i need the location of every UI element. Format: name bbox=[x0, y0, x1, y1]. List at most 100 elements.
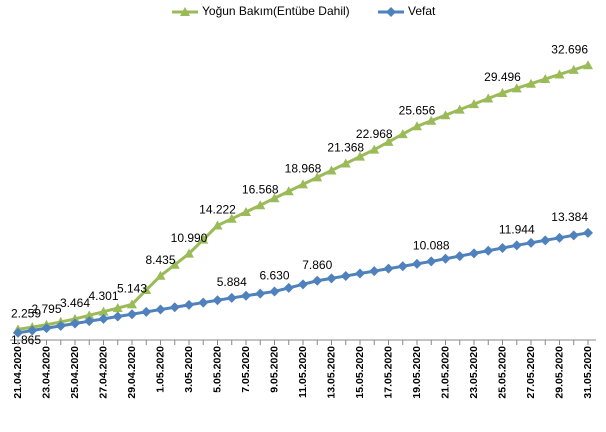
legend-marker bbox=[180, 7, 190, 16]
diamond-marker bbox=[226, 292, 237, 303]
diamond-marker bbox=[169, 302, 180, 313]
triangle-marker bbox=[511, 83, 522, 93]
triangle-marker bbox=[212, 220, 223, 230]
legend-label: Vefat bbox=[408, 4, 436, 18]
diamond-marker bbox=[511, 240, 522, 251]
diamond-marker bbox=[440, 253, 451, 264]
x-tick-label: 23.04.2020 bbox=[40, 346, 52, 399]
triangle-marker bbox=[255, 200, 266, 210]
triangle-marker bbox=[312, 172, 323, 182]
triangle-marker bbox=[568, 64, 579, 74]
data-label: 11.944 bbox=[499, 222, 535, 236]
triangle-marker bbox=[226, 213, 237, 223]
diamond-marker bbox=[255, 288, 266, 299]
diamond-marker bbox=[70, 318, 80, 329]
triangle-marker bbox=[483, 93, 494, 103]
triangle-marker bbox=[98, 306, 109, 316]
diamond-marker bbox=[112, 311, 123, 322]
diamond-marker bbox=[141, 306, 152, 317]
diamond-marker bbox=[426, 256, 437, 267]
diamond-marker bbox=[298, 279, 308, 290]
x-tick-label: 23.05.2020 bbox=[468, 346, 480, 399]
data-label: 14.222 bbox=[199, 203, 236, 217]
data-label: 8.435 bbox=[145, 253, 175, 267]
triangle-marker bbox=[70, 313, 80, 323]
diamond-marker bbox=[540, 235, 551, 246]
diamond-marker bbox=[554, 232, 565, 243]
triangle-marker bbox=[241, 207, 251, 217]
data-label: 5.884 bbox=[217, 275, 247, 289]
x-tick-label: 21.05.2020 bbox=[439, 346, 451, 399]
triangle-marker bbox=[426, 115, 437, 125]
data-label: 22.968 bbox=[356, 127, 393, 141]
diamond-marker bbox=[583, 227, 593, 238]
diamond-marker bbox=[41, 323, 52, 334]
diamond-marker bbox=[326, 273, 337, 284]
triangle-marker bbox=[298, 179, 308, 189]
data-label: 29.496 bbox=[484, 70, 521, 84]
data-label: 16.568 bbox=[242, 182, 279, 196]
triangle-marker bbox=[269, 193, 280, 203]
legend-marker bbox=[386, 7, 396, 17]
triangle-marker bbox=[583, 60, 593, 70]
triangle-marker bbox=[198, 234, 209, 244]
diamond-marker bbox=[13, 327, 23, 338]
triangle-marker bbox=[355, 151, 365, 161]
data-label: 10.088 bbox=[413, 239, 450, 253]
data-label: 2.259 bbox=[11, 307, 41, 321]
data-label: 6.630 bbox=[259, 269, 289, 283]
triangle-marker bbox=[340, 158, 351, 168]
diamond-marker bbox=[355, 268, 365, 279]
triangle-marker bbox=[127, 299, 137, 309]
x-tick-label: 25.04.2020 bbox=[69, 346, 81, 399]
data-label: 4.301 bbox=[88, 289, 118, 303]
x-tick-label: 3.05.2020 bbox=[183, 346, 195, 393]
triangle-marker bbox=[169, 259, 180, 269]
diamond-marker bbox=[84, 316, 95, 327]
diamond-marker bbox=[497, 243, 508, 254]
diamond-marker bbox=[568, 230, 579, 241]
diamond-marker bbox=[98, 313, 109, 324]
triangle-marker bbox=[497, 87, 508, 97]
diamond-marker bbox=[283, 282, 294, 293]
triangle-marker bbox=[184, 248, 194, 258]
triangle-marker bbox=[326, 165, 337, 175]
diamond-marker bbox=[198, 297, 209, 308]
triangle-marker bbox=[526, 78, 536, 88]
x-tick-label: 21.04.2020 bbox=[12, 346, 24, 399]
triangle-marker bbox=[141, 284, 152, 294]
triangle-marker bbox=[283, 186, 294, 196]
diamond-marker bbox=[27, 325, 38, 336]
triangle-marker bbox=[412, 121, 422, 131]
triangle-marker bbox=[454, 104, 465, 114]
x-tick-label: 5.05.2020 bbox=[211, 346, 223, 393]
diamond-marker bbox=[369, 266, 380, 277]
x-tick-label: 31.05.2020 bbox=[582, 346, 594, 399]
data-label: 13.384 bbox=[551, 210, 588, 224]
diamond-marker bbox=[212, 295, 223, 306]
data-label: 2.795 bbox=[31, 302, 61, 316]
diamond-marker bbox=[412, 258, 422, 269]
x-tick-label: 29.04.2020 bbox=[126, 346, 138, 399]
data-label: 1.865 bbox=[11, 333, 41, 347]
data-label: 10.990 bbox=[171, 231, 208, 245]
triangle-marker bbox=[155, 270, 166, 280]
data-label: 7.860 bbox=[302, 258, 332, 272]
x-tick-label: 25.05.2020 bbox=[496, 346, 508, 399]
x-tick-label: 27.04.2020 bbox=[97, 346, 109, 399]
diamond-marker bbox=[155, 304, 166, 315]
data-label: 32.696 bbox=[551, 42, 588, 56]
data-label: 5.143 bbox=[117, 282, 147, 296]
diamond-marker bbox=[241, 290, 251, 301]
triangle-marker bbox=[112, 303, 123, 313]
diamond-marker bbox=[312, 275, 323, 286]
diamond-marker bbox=[184, 299, 194, 310]
triangle-marker bbox=[540, 74, 551, 84]
diamond-marker bbox=[397, 261, 408, 272]
diamond-marker bbox=[340, 270, 351, 281]
diamond-marker bbox=[526, 237, 536, 248]
x-tick-label: 9.05.2020 bbox=[268, 346, 280, 393]
x-tick-label: 1.05.2020 bbox=[154, 346, 166, 393]
triangle-marker bbox=[554, 69, 565, 79]
